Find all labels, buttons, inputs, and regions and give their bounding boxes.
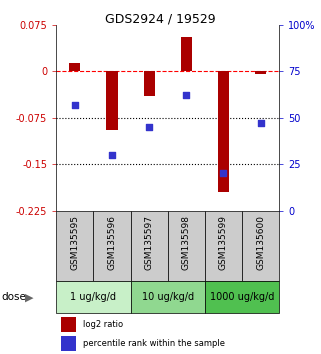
Point bbox=[72, 102, 77, 108]
Bar bbox=[61, 337, 76, 351]
Text: GSM135600: GSM135600 bbox=[256, 215, 265, 270]
Bar bbox=[131, 211, 168, 281]
Bar bbox=[218, 71, 229, 192]
Point bbox=[184, 92, 189, 98]
Text: GSM135597: GSM135597 bbox=[145, 215, 154, 270]
Bar bbox=[143, 71, 155, 96]
Bar bbox=[242, 211, 279, 281]
Bar bbox=[131, 281, 205, 313]
Text: 1000 ug/kg/d: 1000 ug/kg/d bbox=[210, 292, 274, 302]
Bar bbox=[93, 211, 131, 281]
Bar bbox=[205, 211, 242, 281]
Bar bbox=[69, 63, 80, 71]
Bar bbox=[168, 211, 205, 281]
Text: GSM135596: GSM135596 bbox=[108, 215, 117, 270]
Bar bbox=[255, 71, 266, 74]
Bar bbox=[205, 281, 279, 313]
Point bbox=[147, 124, 152, 130]
Text: GSM135595: GSM135595 bbox=[70, 215, 79, 270]
Text: log2 ratio: log2 ratio bbox=[83, 320, 123, 329]
Text: ▶: ▶ bbox=[25, 292, 33, 302]
Text: GSM135599: GSM135599 bbox=[219, 215, 228, 270]
Text: 10 ug/kg/d: 10 ug/kg/d bbox=[142, 292, 194, 302]
Point bbox=[258, 120, 263, 126]
Text: 1 ug/kg/d: 1 ug/kg/d bbox=[70, 292, 116, 302]
Text: percentile rank within the sample: percentile rank within the sample bbox=[83, 339, 225, 348]
Text: GDS2924 / 19529: GDS2924 / 19529 bbox=[105, 12, 216, 25]
Bar bbox=[61, 317, 76, 332]
Bar bbox=[56, 211, 93, 281]
Point bbox=[221, 171, 226, 176]
Bar bbox=[56, 281, 131, 313]
Text: dose: dose bbox=[2, 292, 26, 302]
Bar bbox=[106, 71, 117, 130]
Bar bbox=[181, 37, 192, 71]
Text: GSM135598: GSM135598 bbox=[182, 215, 191, 270]
Point bbox=[109, 152, 115, 158]
